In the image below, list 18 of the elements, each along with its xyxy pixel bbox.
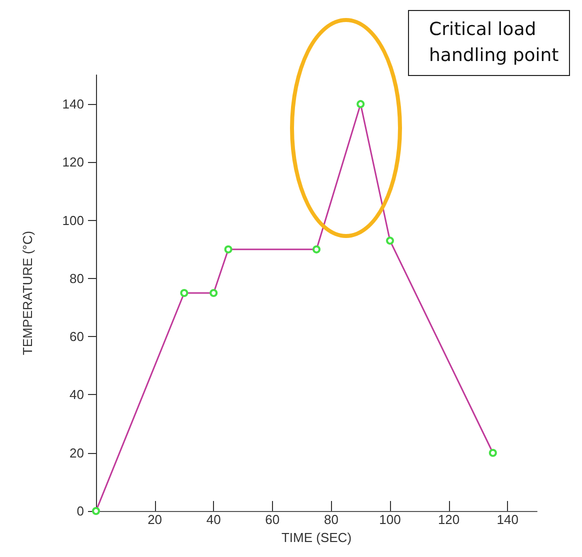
- x-tick-label: 140: [496, 512, 518, 527]
- y-tick-label: 40: [70, 387, 84, 402]
- x-tick-label: 20: [148, 512, 162, 527]
- x-axis-title: TIME (SEC): [281, 530, 352, 545]
- y-tick-label: 120: [62, 154, 84, 170]
- y-tick-label: 60: [70, 329, 84, 344]
- y-tick-label: 0: [76, 504, 84, 518]
- x-tick-label: 100: [379, 512, 401, 527]
- x-tick-label: 40: [206, 512, 221, 527]
- y-axis-title: TEMPERATURE (°C): [20, 230, 35, 356]
- y-tick-label: 80: [70, 270, 84, 286]
- y-tick-label: 140: [62, 96, 84, 112]
- text: Critical load handling point: [408, 10, 570, 76]
- y-tick-label: 100: [62, 212, 84, 228]
- x-tick-label: 120: [438, 512, 460, 527]
- x-tick-label: 80: [324, 512, 338, 527]
- y-tick-label: 20: [70, 445, 84, 460]
- x-tick-label: 60: [265, 512, 280, 527]
